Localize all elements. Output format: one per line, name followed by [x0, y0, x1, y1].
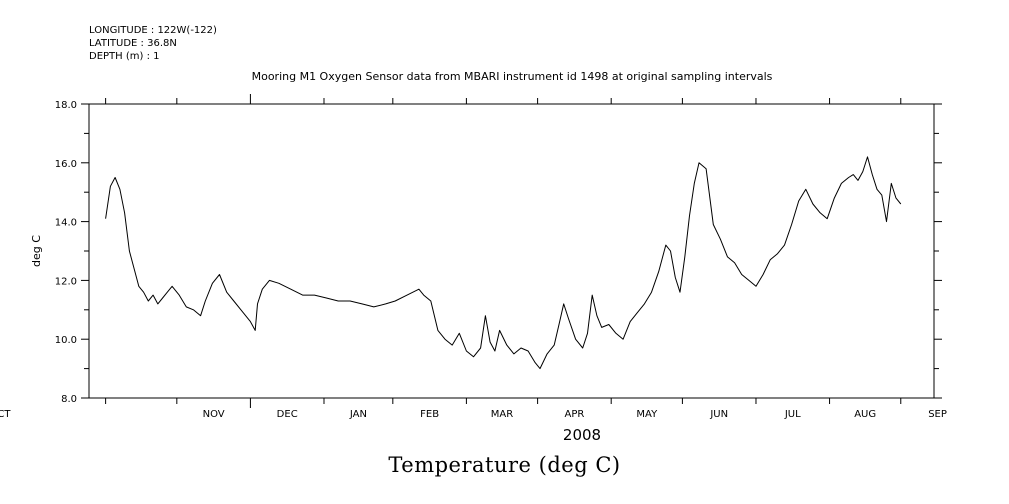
y-tick-label: 12.0	[55, 276, 77, 287]
x-tick-label: AUG	[854, 409, 876, 420]
chart-caption: Temperature (deg C)	[388, 453, 621, 477]
plot-axes: 8.0 10.0 12.0 14.0 16.0 18.0 NOV DEC JAN FEB MAR AP…	[0, 94, 947, 420]
x-axis-year-label: 2008	[563, 426, 601, 444]
y-tick-label: 16.0	[55, 159, 77, 170]
y-tick-label: 18.0	[55, 100, 77, 111]
x-tick-label: OCT	[0, 409, 11, 420]
chart-title: Mooring M1 Oxygen Sensor data from MBARI…	[252, 70, 773, 83]
x-tick-label: JUL	[784, 409, 801, 420]
y-tick-label: 8.0	[61, 394, 77, 405]
x-tick-label: SEP	[928, 409, 947, 420]
longitude-label: LONGITUDE : 122W(-122)	[89, 25, 217, 36]
x-tick-label: APR	[564, 409, 584, 420]
plot-frame	[88, 103, 935, 399]
x-tick-label: DEC	[277, 409, 298, 420]
x-tick-label: MAR	[491, 409, 513, 420]
y-tick-label: 10.0	[55, 335, 77, 346]
x-tick-label: FEB	[420, 409, 439, 420]
series-layer	[105, 156, 902, 370]
depth-label: DEPTH (m) : 1	[89, 51, 160, 62]
y-tick-label: 14.0	[55, 218, 77, 229]
temperature-series-line	[105, 156, 902, 370]
x-tick-label: JUN	[709, 409, 728, 420]
y-axis-label: deg C	[30, 235, 43, 267]
x-tick-label: JAN	[349, 409, 367, 420]
x-tick-label: MAY	[636, 409, 658, 420]
latitude-label: LATITUDE : 36.8N	[89, 38, 177, 49]
x-tick-label: NOV	[203, 409, 225, 420]
